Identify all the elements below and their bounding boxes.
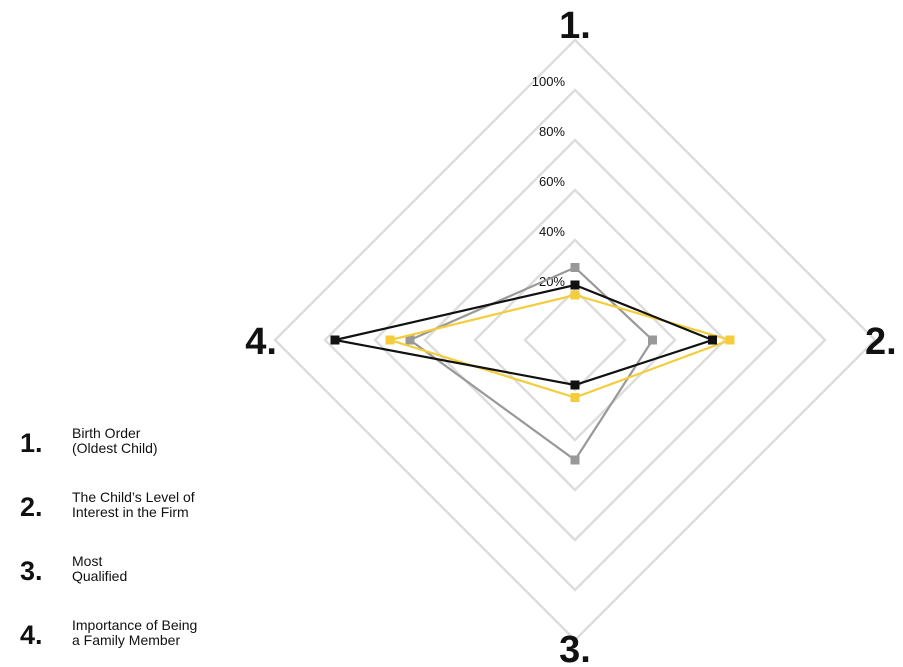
data-point bbox=[725, 335, 735, 345]
data-point bbox=[570, 280, 580, 290]
data-point bbox=[570, 393, 580, 402]
grid-ring-4 bbox=[373, 138, 777, 542]
legend-label-line: Birth Order bbox=[72, 425, 141, 441]
legend: 1. Birth Order (Oldest Child) 2. The Chi… bbox=[20, 426, 280, 667]
grid-ring-6 bbox=[273, 38, 877, 642]
legend-number: 4. bbox=[20, 620, 43, 650]
legend-label-line: Qualified bbox=[72, 568, 128, 584]
legend-label: Importance of Being a Family Member bbox=[72, 618, 197, 648]
data-point bbox=[570, 380, 580, 390]
legend-item-3: 3. Most Qualified bbox=[20, 554, 280, 618]
legend-label-line: Importance of Being bbox=[72, 617, 198, 633]
series-line bbox=[407, 266, 654, 462]
legend-item-1: 1. Birth Order (Oldest Child) bbox=[20, 426, 280, 490]
data-point bbox=[385, 335, 395, 345]
grid-layer bbox=[273, 38, 877, 642]
tick-layer: 20% 40% 60% 80% 100% bbox=[532, 74, 566, 289]
grid-ring-3 bbox=[423, 188, 727, 492]
legend-label: The Child’s Level of Interest in the Fir… bbox=[72, 490, 195, 520]
tick-label: 80% bbox=[539, 124, 565, 139]
series-line bbox=[334, 283, 716, 387]
data-point bbox=[570, 290, 580, 300]
tick-label: 40% bbox=[539, 224, 565, 239]
data-point bbox=[330, 335, 340, 345]
data-point bbox=[405, 335, 415, 345]
grid-ring-1 bbox=[523, 288, 627, 392]
grid-ring-5 bbox=[323, 88, 827, 592]
series-1 bbox=[330, 280, 717, 390]
axis-label-2: 2. bbox=[865, 321, 897, 363]
grid-ring-2 bbox=[473, 238, 677, 442]
legend-label-line: (Oldest Child) bbox=[72, 440, 158, 456]
legend-number: 2. bbox=[20, 492, 43, 522]
axis-label-1: 1. bbox=[559, 5, 591, 47]
legend-label-line: Interest in the Firm bbox=[72, 504, 189, 520]
axis-label-layer: 1. 2. 3. 4. bbox=[245, 5, 896, 667]
series-3 bbox=[385, 290, 735, 402]
series-layer bbox=[330, 263, 735, 465]
legend-label-line: a Family Member bbox=[72, 632, 181, 648]
legend-label-line: Most bbox=[72, 553, 103, 569]
legend-number: 3. bbox=[20, 556, 43, 586]
tick-label: 100% bbox=[532, 74, 566, 89]
legend-label-line: The Child’s Level of bbox=[72, 489, 195, 505]
legend-item-2: 2. The Child’s Level of Interest in the … bbox=[20, 490, 280, 554]
tick-label: 20% bbox=[539, 274, 565, 289]
axis-label-3: 3. bbox=[559, 629, 591, 667]
legend-item-4: 4. Importance of Being a Family Member bbox=[20, 618, 280, 667]
tick-label: 60% bbox=[539, 174, 565, 189]
data-point bbox=[570, 455, 580, 465]
data-point bbox=[648, 335, 657, 345]
legend-number: 1. bbox=[20, 428, 43, 458]
legend-label: Birth Order (Oldest Child) bbox=[72, 426, 158, 456]
data-point bbox=[708, 335, 717, 345]
series-2 bbox=[405, 263, 657, 465]
data-point bbox=[570, 263, 580, 272]
legend-label: Most Qualified bbox=[72, 554, 127, 584]
axis-label-4: 4. bbox=[245, 321, 277, 363]
